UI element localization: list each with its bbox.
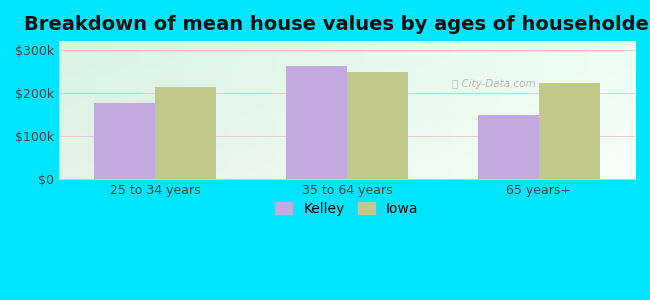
Text: ⓘ City-Data.com: ⓘ City-Data.com	[452, 79, 536, 89]
Title: Breakdown of mean house values by ages of householders: Breakdown of mean house values by ages o…	[24, 15, 650, 34]
Bar	[347, 72, 408, 179]
Bar	[155, 87, 216, 179]
Legend: Kelley, Iowa: Kelley, Iowa	[270, 196, 424, 221]
Bar	[94, 103, 155, 179]
Bar	[285, 66, 347, 179]
Bar	[478, 115, 539, 179]
Bar	[539, 83, 601, 179]
